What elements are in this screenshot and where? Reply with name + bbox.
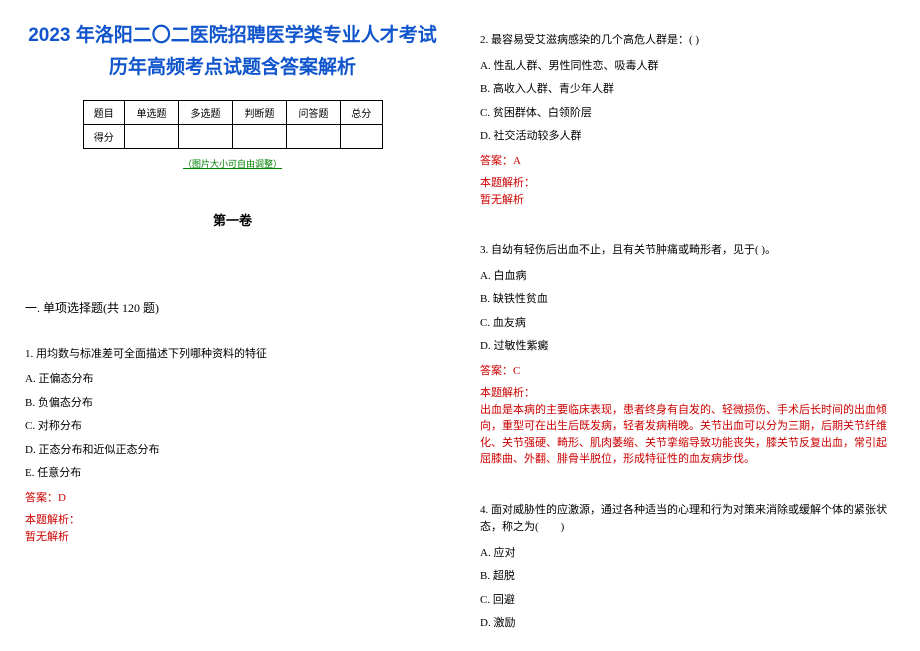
q2-exp: 暂无解析 [480, 192, 895, 209]
q2-c: C. 贫困群体、白领阶层 [480, 105, 895, 122]
q2-stem: 2. 最容易受艾滋病感染的几个高危人群是：( ) [480, 32, 895, 50]
resize-note: （图片大小可自由调整） [25, 157, 440, 170]
cell-blank [232, 124, 286, 148]
q2-answer: 答案：A [480, 152, 895, 168]
th-multi: 多选题 [178, 100, 232, 124]
q4-a: A. 应对 [480, 545, 895, 562]
cell-blank [341, 124, 382, 148]
q3-exp-label: 本题解析： [480, 384, 895, 400]
q1-e: E. 任意分布 [25, 465, 440, 482]
q1-answer: 答案：D [25, 489, 440, 505]
q1-exp: 暂无解析 [25, 529, 440, 546]
q4-b: B. 超脱 [480, 568, 895, 585]
q2-b: B. 高收入人群、青少年人群 [480, 81, 895, 98]
cell-blank [124, 124, 178, 148]
q3-b: B. 缺铁性贫血 [480, 291, 895, 308]
q3-stem: 3. 自幼有轻伤后出血不止，且有关节肿痛或畸形者，见于( )。 [480, 242, 895, 260]
q1-b: B. 负偏态分布 [25, 395, 440, 412]
cell-blank [287, 124, 341, 148]
row-score-head: 得分 [83, 124, 124, 148]
q1-exp-label: 本题解析： [25, 511, 440, 527]
q2-exp-label: 本题解析： [480, 174, 895, 190]
q3-a: A. 白血病 [480, 268, 895, 285]
q4-d: D. 激励 [480, 615, 895, 632]
th-qa: 问答题 [287, 100, 341, 124]
q1-a: A. 正偏态分布 [25, 371, 440, 388]
q2-d: D. 社交活动较多人群 [480, 128, 895, 145]
th-judge: 判断题 [232, 100, 286, 124]
q3-answer: 答案：C [480, 362, 895, 378]
q3-d: D. 过敏性紫癜 [480, 338, 895, 355]
doc-title: 2023 年洛阳二〇二医院招聘医学类专业人才考试历年高频考点试题含答案解析 [25, 20, 440, 85]
th-total: 总分 [341, 100, 382, 124]
th-single: 单选题 [124, 100, 178, 124]
score-table: 题目 单选题 多选题 判断题 问答题 总分 得分 [83, 100, 383, 149]
q4-stem: 4. 面对威胁性的应激源，通过各种适当的心理和行为对策来消除或缓解个体的紧张状态… [480, 502, 895, 537]
q1-c: C. 对称分布 [25, 418, 440, 435]
volume-heading: 第一卷 [25, 210, 440, 229]
q1-stem: 1. 用均数与标准差可全面描述下列哪种资料的特征 [25, 346, 440, 364]
q4-c: C. 回避 [480, 592, 895, 609]
section-heading: 一. 单项选择题(共 120 题) [25, 299, 440, 316]
q3-exp: 出血是本病的主要临床表现，患者终身有自发的、轻微损伤、手术后长时间的出血倾向，重… [480, 402, 895, 468]
cell-blank [178, 124, 232, 148]
q3-c: C. 血友病 [480, 315, 895, 332]
q1-d: D. 正态分布和近似正态分布 [25, 442, 440, 459]
th-item: 题目 [83, 100, 124, 124]
q2-a: A. 性乱人群、男性同性恋、吸毒人群 [480, 58, 895, 75]
